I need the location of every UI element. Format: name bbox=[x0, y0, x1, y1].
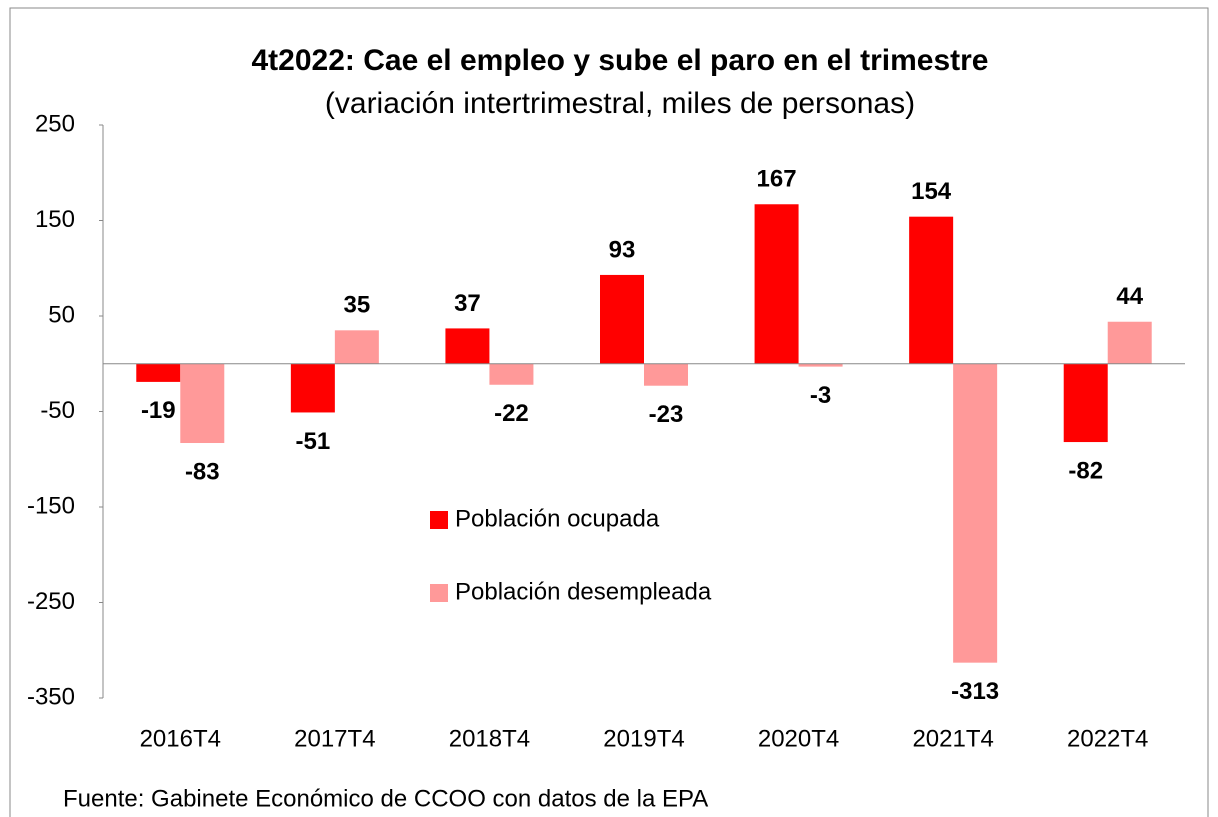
data-label: -51 bbox=[296, 428, 331, 455]
legend-swatch bbox=[430, 511, 448, 529]
data-label: 37 bbox=[454, 290, 481, 317]
bar bbox=[909, 216, 954, 364]
y-tick-label: -150 bbox=[27, 492, 75, 519]
bar bbox=[136, 363, 181, 382]
x-tick-label: 2020T4 bbox=[758, 725, 839, 752]
data-label: 154 bbox=[911, 178, 952, 205]
x-tick-label: 2021T4 bbox=[912, 725, 993, 752]
bar bbox=[798, 363, 843, 367]
bar bbox=[754, 204, 799, 364]
data-label: -23 bbox=[649, 401, 684, 428]
data-label: -83 bbox=[185, 458, 220, 485]
data-label: -22 bbox=[494, 400, 529, 427]
bar bbox=[644, 363, 688, 386]
x-tick-label: 2016T4 bbox=[140, 725, 221, 752]
data-label: 167 bbox=[757, 166, 797, 193]
chart-title: 4t2022: Cae el empleo y sube el paro en … bbox=[252, 44, 989, 77]
bar bbox=[489, 363, 534, 385]
data-label: 93 bbox=[609, 236, 636, 263]
data-label: -3 bbox=[810, 382, 831, 409]
legend-label: Población ocupada bbox=[455, 505, 660, 532]
y-tick-label: -250 bbox=[27, 588, 75, 615]
x-tick-label: 2017T4 bbox=[294, 725, 375, 752]
data-label: -19 bbox=[141, 397, 176, 424]
y-tick-label: 150 bbox=[35, 206, 75, 233]
data-label: 35 bbox=[344, 292, 371, 319]
legend-label: Población desempleada bbox=[455, 578, 712, 605]
bar bbox=[600, 274, 644, 364]
chart-subtitle: (variación intertrimestral, miles de per… bbox=[325, 87, 915, 120]
y-tick-label: 50 bbox=[48, 301, 75, 328]
y-tick-label: -50 bbox=[40, 397, 75, 424]
source: Fuente: Gabinete Económico de CCOO con d… bbox=[63, 785, 708, 812]
data-label: 44 bbox=[1116, 283, 1143, 310]
bar bbox=[180, 363, 225, 444]
data-label: -82 bbox=[1068, 457, 1103, 484]
bar bbox=[334, 330, 379, 364]
bar bbox=[953, 363, 998, 663]
x-tick-label: 2019T4 bbox=[603, 725, 684, 752]
data-label: -313 bbox=[951, 678, 999, 705]
bar bbox=[445, 328, 490, 364]
bar bbox=[1063, 363, 1108, 443]
bar bbox=[1107, 321, 1152, 364]
y-tick-label: -350 bbox=[27, 683, 75, 710]
x-tick-label: 2022T4 bbox=[1067, 725, 1148, 752]
legend-swatch bbox=[430, 584, 448, 602]
chart-border bbox=[9, 7, 1209, 817]
bar bbox=[290, 363, 335, 413]
x-tick-label: 2018T4 bbox=[449, 725, 530, 752]
y-tick-label: 250 bbox=[35, 110, 75, 137]
